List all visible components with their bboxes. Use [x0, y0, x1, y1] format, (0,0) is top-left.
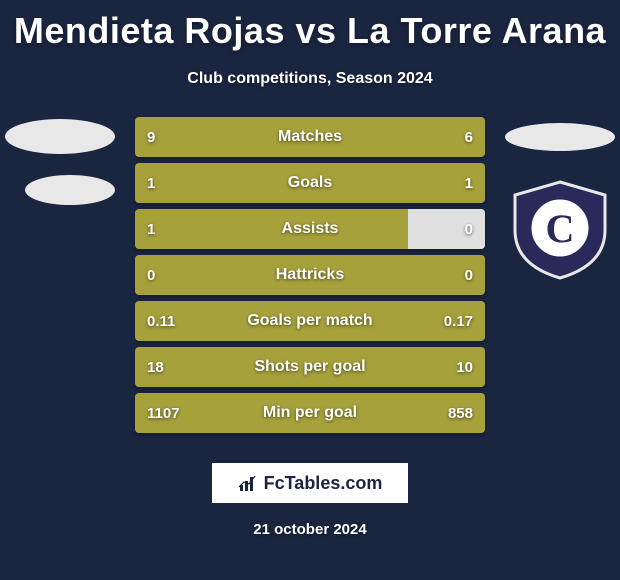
- stat-row: 1Goals1: [135, 163, 485, 203]
- stat-value-right: 0.17: [444, 301, 473, 341]
- stat-row: 0Hattricks0: [135, 255, 485, 295]
- page-title: Mendieta Rojas vs La Torre Arana: [0, 0, 620, 52]
- branding-text: FcTables.com: [264, 473, 383, 494]
- player-left-logo-1: [5, 119, 115, 154]
- date-text: 21 october 2024: [0, 521, 620, 538]
- stat-value-right: 1: [465, 163, 473, 203]
- stat-value-right: 0: [465, 209, 473, 249]
- club-badge-icon: C: [510, 180, 610, 280]
- stat-row: 0.11Goals per match0.17: [135, 301, 485, 341]
- stat-label: Matches: [135, 117, 485, 157]
- stat-value-right: 0: [465, 255, 473, 295]
- stat-label: Hattricks: [135, 255, 485, 295]
- stat-label: Assists: [135, 209, 485, 249]
- stat-row: 18Shots per goal10: [135, 347, 485, 387]
- branding-box: FcTables.com: [210, 461, 410, 505]
- stat-row: 9Matches6: [135, 117, 485, 157]
- svg-text:C: C: [546, 206, 575, 251]
- player-left-logo-2: [25, 175, 115, 205]
- subtitle: Club competitions, Season 2024: [0, 70, 620, 88]
- stat-value-right: 858: [448, 393, 473, 433]
- stat-row: 1Assists0: [135, 209, 485, 249]
- chart-icon: [238, 473, 258, 493]
- stat-value-right: 10: [456, 347, 473, 387]
- player-right-logo-1: [505, 123, 615, 151]
- stat-label: Goals: [135, 163, 485, 203]
- stat-label: Shots per goal: [135, 347, 485, 387]
- stats-container: 9Matches61Goals11Assists00Hattricks00.11…: [135, 117, 485, 439]
- stat-label: Min per goal: [135, 393, 485, 433]
- stat-row: 1107Min per goal858: [135, 393, 485, 433]
- stat-label: Goals per match: [135, 301, 485, 341]
- stat-value-right: 6: [465, 117, 473, 157]
